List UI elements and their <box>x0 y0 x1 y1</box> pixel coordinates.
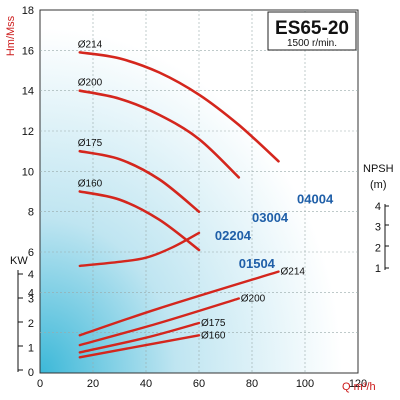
power-curve-label: Ø214 <box>281 267 306 278</box>
x-tick-label: 120 <box>349 378 367 390</box>
x-tick-label: 0 <box>37 378 43 390</box>
x-axis-label: Q m³/h <box>342 381 376 393</box>
y-tick-label: 6 <box>28 247 34 259</box>
title-box <box>267 11 357 51</box>
npsh-axis-unit: (m) <box>370 179 387 191</box>
npsh-tick-label: 4 <box>375 201 381 213</box>
power-tick-label: 0 <box>28 367 34 379</box>
npsh-tick-label: 2 <box>375 242 381 254</box>
power-tick-label: 1 <box>28 343 34 355</box>
power-axis-label: KW <box>10 255 28 267</box>
model-label: 01504 <box>239 256 276 271</box>
npsh-curve-line <box>78 231 201 268</box>
npsh-axis-label: NPSH <box>363 163 394 175</box>
head-curve-label: Ø160 <box>78 179 103 190</box>
head-curve-label: Ø175 <box>78 138 103 149</box>
head-curve-line <box>78 149 201 213</box>
npsh-tick-label: 3 <box>375 222 381 234</box>
power-tick-label: 2 <box>28 318 34 330</box>
model-label: 03004 <box>252 210 289 225</box>
power-curve-label: Ø175 <box>201 318 226 329</box>
power-curve-line <box>78 297 240 347</box>
npsh-tick-label: 1 <box>375 263 381 275</box>
y-tick-label: 10 <box>22 166 34 178</box>
x-tick-label: 40 <box>140 378 152 390</box>
x-tick-label: 80 <box>246 378 258 390</box>
y-tick-label: 4 <box>28 287 34 299</box>
npsh-curve-group <box>78 231 201 268</box>
head-curve-line <box>78 51 280 163</box>
y-tick-label: 16 <box>22 45 34 57</box>
x-tick-label: 60 <box>193 378 205 390</box>
power-curve-label: Ø160 <box>201 330 226 341</box>
power-curve-line <box>78 321 201 354</box>
y-tick-label: 8 <box>28 207 34 219</box>
chart-title: ES65-20 <box>275 18 349 39</box>
model-label: 04004 <box>297 192 334 207</box>
head-curve-label: Ø214 <box>78 39 103 50</box>
power-tick-label: 4 <box>28 269 34 281</box>
y-tick-label: 14 <box>22 86 34 98</box>
head-curves <box>78 51 280 252</box>
x-tick-label: 100 <box>296 378 314 390</box>
chart-subtitle: 1500 r/min. <box>287 38 337 49</box>
power-curve-line <box>78 270 280 337</box>
power-curve-line <box>78 334 201 359</box>
power-curves <box>78 270 280 359</box>
y-axis-label: Hm/Mss <box>5 15 17 56</box>
npsh-axis-bracket <box>384 204 389 270</box>
power-axis-bracket <box>17 270 23 372</box>
model-label: 02204 <box>215 228 252 243</box>
y-tick-label: 18 <box>22 5 34 17</box>
head-curve-line <box>78 190 201 252</box>
power-curve-label: Ø200 <box>241 294 266 305</box>
y-tick-label: 12 <box>22 126 34 138</box>
head-curve-label: Ø200 <box>78 78 103 89</box>
power-tick-label: 3 <box>28 294 34 306</box>
x-tick-label: 20 <box>87 378 99 390</box>
head-curve-line <box>78 89 241 179</box>
